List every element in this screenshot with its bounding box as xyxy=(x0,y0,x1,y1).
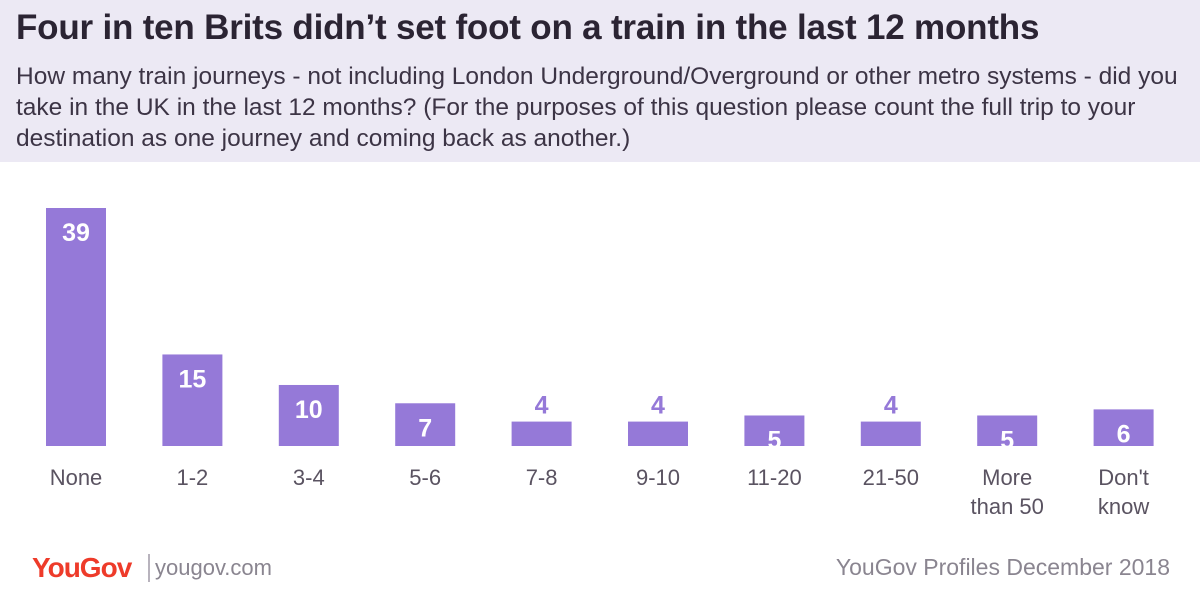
bar-2 xyxy=(278,384,339,446)
bar-chart: 39 None 15 1-2 10 3-4 7 5-6 4 7-8 4 9-10 5 11-20 4 21-5… xyxy=(46,208,1154,519)
category-label-2: 3-4 xyxy=(293,465,325,490)
bar-value-label-0: 39 xyxy=(62,219,90,247)
footer: YouGov yougov.com YouGov Profiles Decemb… xyxy=(0,548,1200,588)
category-label-8: More than 50 xyxy=(970,465,1043,519)
bar-value-label-2: 10 xyxy=(295,396,323,424)
bar-1 xyxy=(162,354,223,446)
bar-value-label-1: 15 xyxy=(178,365,206,393)
category-label-0: None xyxy=(50,465,103,490)
bar-9 xyxy=(1093,409,1154,446)
footer-divider xyxy=(148,554,150,582)
category-label-3: 5-6 xyxy=(409,465,441,490)
category-label-7: 21-50 xyxy=(863,465,919,490)
chart-header: Four in ten Brits didn’t set foot on a t… xyxy=(0,0,1200,162)
bar-value-label-7: 4 xyxy=(884,392,898,420)
bar-4 xyxy=(511,421,572,446)
bar-value-label-4: 4 xyxy=(535,392,549,420)
bar-value-label-5: 4 xyxy=(651,392,665,420)
chart-title: Four in ten Brits didn’t set foot on a t… xyxy=(16,8,1040,47)
category-label-6: 11-20 xyxy=(747,465,802,490)
source-label: YouGov Profiles December 2018 xyxy=(835,554,1170,580)
category-label-5: 9-10 xyxy=(636,465,680,490)
category-label-9: Don't know xyxy=(1098,465,1149,519)
bar-7 xyxy=(860,421,921,446)
bar-value-label-9: 6 xyxy=(1117,420,1131,448)
bar-5 xyxy=(628,421,688,446)
bar-value-label-8: 5 xyxy=(1000,426,1014,454)
bar-value-label-3: 7 xyxy=(418,414,432,442)
category-label-4: 7-8 xyxy=(526,465,558,490)
bar-value-label-6: 5 xyxy=(767,426,781,454)
yougov-logo: YouGov xyxy=(32,552,132,583)
category-label-1: 1-2 xyxy=(177,465,209,490)
bar-0 xyxy=(46,208,106,446)
chart-subtitle: How many train journeys - not including … xyxy=(16,63,1178,152)
bar-3 xyxy=(395,403,456,446)
bar-6 xyxy=(744,415,805,446)
bar-8 xyxy=(977,415,1038,446)
website-label: yougov.com xyxy=(155,555,272,580)
